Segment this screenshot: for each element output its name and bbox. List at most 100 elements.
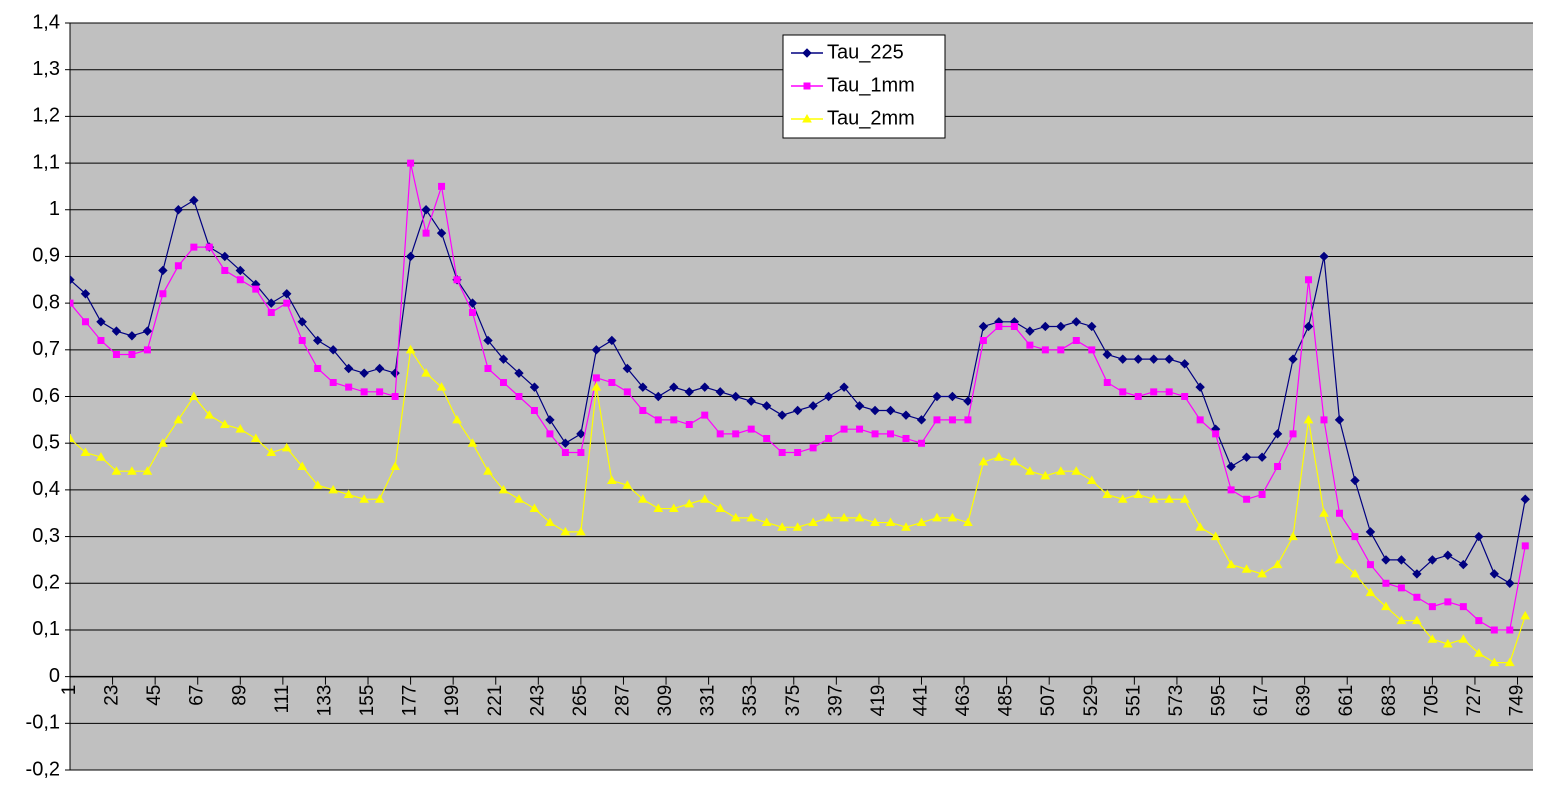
data-point (947, 391, 958, 402)
y-tick-label: 0,8 (32, 291, 60, 313)
data-point (283, 299, 291, 307)
data-point (1009, 456, 1020, 466)
data-point (252, 285, 260, 293)
data-point (622, 363, 633, 374)
data-point (158, 265, 168, 276)
legend-label: Tau_1mm (827, 74, 915, 96)
data-point (902, 435, 910, 443)
data-point (1041, 346, 1049, 354)
x-tick-label: 661 (1336, 685, 1357, 717)
data-point (839, 382, 849, 392)
data-point (761, 517, 772, 527)
data-point (577, 449, 585, 457)
data-point (1134, 393, 1142, 400)
x-tick-label: 749 (1507, 685, 1528, 717)
data-point (515, 393, 523, 400)
data-point (1258, 491, 1266, 499)
data-point (1319, 251, 1329, 262)
data-point (391, 393, 399, 400)
legend-label: Tau_225 (827, 41, 904, 63)
data-point (623, 388, 631, 396)
data-point (498, 354, 509, 364)
x-tick-label: 243 (527, 685, 548, 717)
data-point (405, 251, 416, 262)
data-point (1212, 430, 1220, 438)
legend-marker (802, 48, 812, 58)
data-point (1521, 542, 1529, 550)
data-point (1459, 603, 1467, 611)
x-tick-label: 507 (1038, 685, 1059, 717)
data-point (746, 396, 756, 406)
data-point (1288, 531, 1298, 541)
data-point (1443, 550, 1453, 560)
data-point (808, 401, 818, 411)
data-point (1520, 494, 1530, 504)
data-point (143, 346, 151, 354)
data-point (1087, 321, 1097, 332)
data-point (699, 494, 710, 503)
data-point (825, 435, 833, 443)
x-tick-label: 705 (1421, 685, 1442, 717)
legend-marker (803, 82, 811, 90)
data-point (282, 289, 292, 299)
data-point (963, 396, 973, 406)
data-point (670, 416, 678, 424)
data-point (823, 512, 834, 522)
data-point (979, 336, 987, 344)
data-point (730, 391, 741, 402)
data-point (1272, 429, 1283, 439)
data-point (963, 517, 973, 527)
data-point (1103, 378, 1111, 386)
data-point (870, 405, 880, 416)
y-tick-label: 1,3 (32, 58, 60, 80)
data-point (1396, 555, 1407, 565)
y-tick-label: 0,2 (32, 572, 60, 594)
x-tick-label: 287 (612, 685, 633, 717)
data-point (747, 425, 755, 433)
data-point (1303, 321, 1314, 332)
data-point (1303, 414, 1314, 424)
data-point (1257, 452, 1267, 462)
data-point (266, 298, 276, 308)
data-point (561, 449, 569, 457)
data-point (281, 442, 292, 452)
data-point (1520, 610, 1531, 620)
data-point (978, 456, 989, 466)
data-point (142, 326, 153, 336)
data-point (576, 429, 586, 439)
data-point (453, 276, 461, 284)
data-point (653, 503, 664, 513)
data-point (359, 368, 369, 378)
data-point (700, 382, 710, 392)
x-tick-label: 595 (1209, 685, 1230, 717)
data-point (1289, 430, 1297, 438)
data-point (1366, 561, 1374, 569)
data-point (871, 430, 879, 438)
data-point (546, 430, 554, 438)
data-point (901, 522, 911, 531)
y-tick-label: 0,3 (32, 525, 60, 547)
x-tick-label: 353 (740, 685, 761, 717)
data-point (1305, 276, 1313, 284)
data-point (1072, 336, 1080, 344)
data-point (1102, 349, 1112, 360)
data-point (839, 512, 849, 522)
data-point (267, 308, 275, 316)
data-point (220, 251, 230, 262)
data-point (1195, 382, 1205, 392)
legend-marker (802, 113, 812, 123)
data-point (669, 382, 679, 392)
data-point (266, 447, 277, 457)
data-point (1272, 559, 1283, 569)
data-point (1365, 527, 1376, 537)
data-point (1427, 555, 1438, 565)
data-point (1490, 626, 1498, 634)
data-point (1055, 466, 1066, 475)
data-point (70, 299, 74, 307)
data-point (467, 438, 478, 447)
data-point (1148, 494, 1159, 503)
data-point (235, 424, 246, 433)
data-point (1025, 326, 1035, 336)
data-point (1119, 388, 1127, 396)
data-point (1504, 657, 1515, 667)
